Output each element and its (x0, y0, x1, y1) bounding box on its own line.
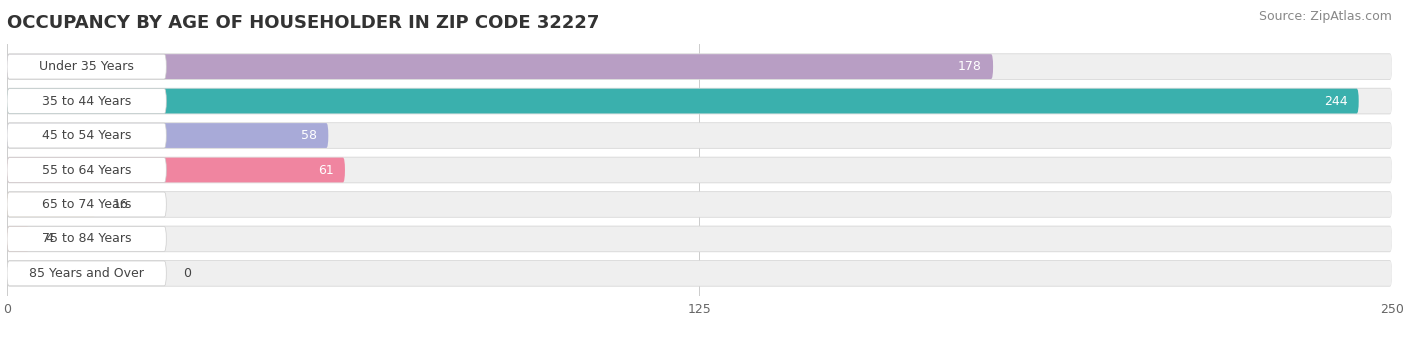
Text: 4: 4 (46, 233, 53, 245)
Text: 55 to 64 Years: 55 to 64 Years (42, 164, 131, 176)
Text: 178: 178 (957, 60, 981, 73)
Text: 75 to 84 Years: 75 to 84 Years (42, 233, 131, 245)
FancyBboxPatch shape (7, 191, 1392, 218)
Text: Under 35 Years: Under 35 Years (39, 60, 134, 73)
FancyBboxPatch shape (7, 260, 1392, 287)
Text: Source: ZipAtlas.com: Source: ZipAtlas.com (1258, 10, 1392, 23)
FancyBboxPatch shape (7, 123, 166, 148)
FancyBboxPatch shape (7, 192, 166, 217)
FancyBboxPatch shape (7, 122, 1392, 149)
FancyBboxPatch shape (7, 226, 30, 251)
FancyBboxPatch shape (7, 261, 166, 286)
FancyBboxPatch shape (7, 158, 344, 182)
FancyBboxPatch shape (7, 88, 1392, 114)
FancyBboxPatch shape (7, 157, 1392, 183)
FancyBboxPatch shape (7, 158, 1392, 182)
FancyBboxPatch shape (7, 226, 166, 251)
Text: 45 to 54 Years: 45 to 54 Years (42, 129, 131, 142)
FancyBboxPatch shape (7, 261, 1392, 286)
FancyBboxPatch shape (7, 192, 96, 217)
FancyBboxPatch shape (7, 226, 1392, 252)
FancyBboxPatch shape (7, 89, 166, 114)
FancyBboxPatch shape (7, 54, 166, 79)
FancyBboxPatch shape (7, 89, 1392, 114)
Text: 35 to 44 Years: 35 to 44 Years (42, 95, 131, 107)
Text: 65 to 74 Years: 65 to 74 Years (42, 198, 131, 211)
FancyBboxPatch shape (7, 54, 993, 79)
FancyBboxPatch shape (7, 89, 1358, 114)
FancyBboxPatch shape (7, 123, 329, 148)
Text: 61: 61 (318, 164, 333, 176)
Text: 58: 58 (301, 129, 318, 142)
FancyBboxPatch shape (7, 54, 1392, 79)
FancyBboxPatch shape (7, 226, 1392, 251)
Text: 0: 0 (183, 267, 191, 280)
FancyBboxPatch shape (7, 192, 1392, 217)
Text: 244: 244 (1324, 95, 1347, 107)
FancyBboxPatch shape (7, 158, 166, 182)
FancyBboxPatch shape (7, 123, 1392, 148)
Text: OCCUPANCY BY AGE OF HOUSEHOLDER IN ZIP CODE 32227: OCCUPANCY BY AGE OF HOUSEHOLDER IN ZIP C… (7, 14, 599, 32)
FancyBboxPatch shape (7, 53, 1392, 80)
Text: 16: 16 (112, 198, 128, 211)
Text: 85 Years and Over: 85 Years and Over (30, 267, 143, 280)
